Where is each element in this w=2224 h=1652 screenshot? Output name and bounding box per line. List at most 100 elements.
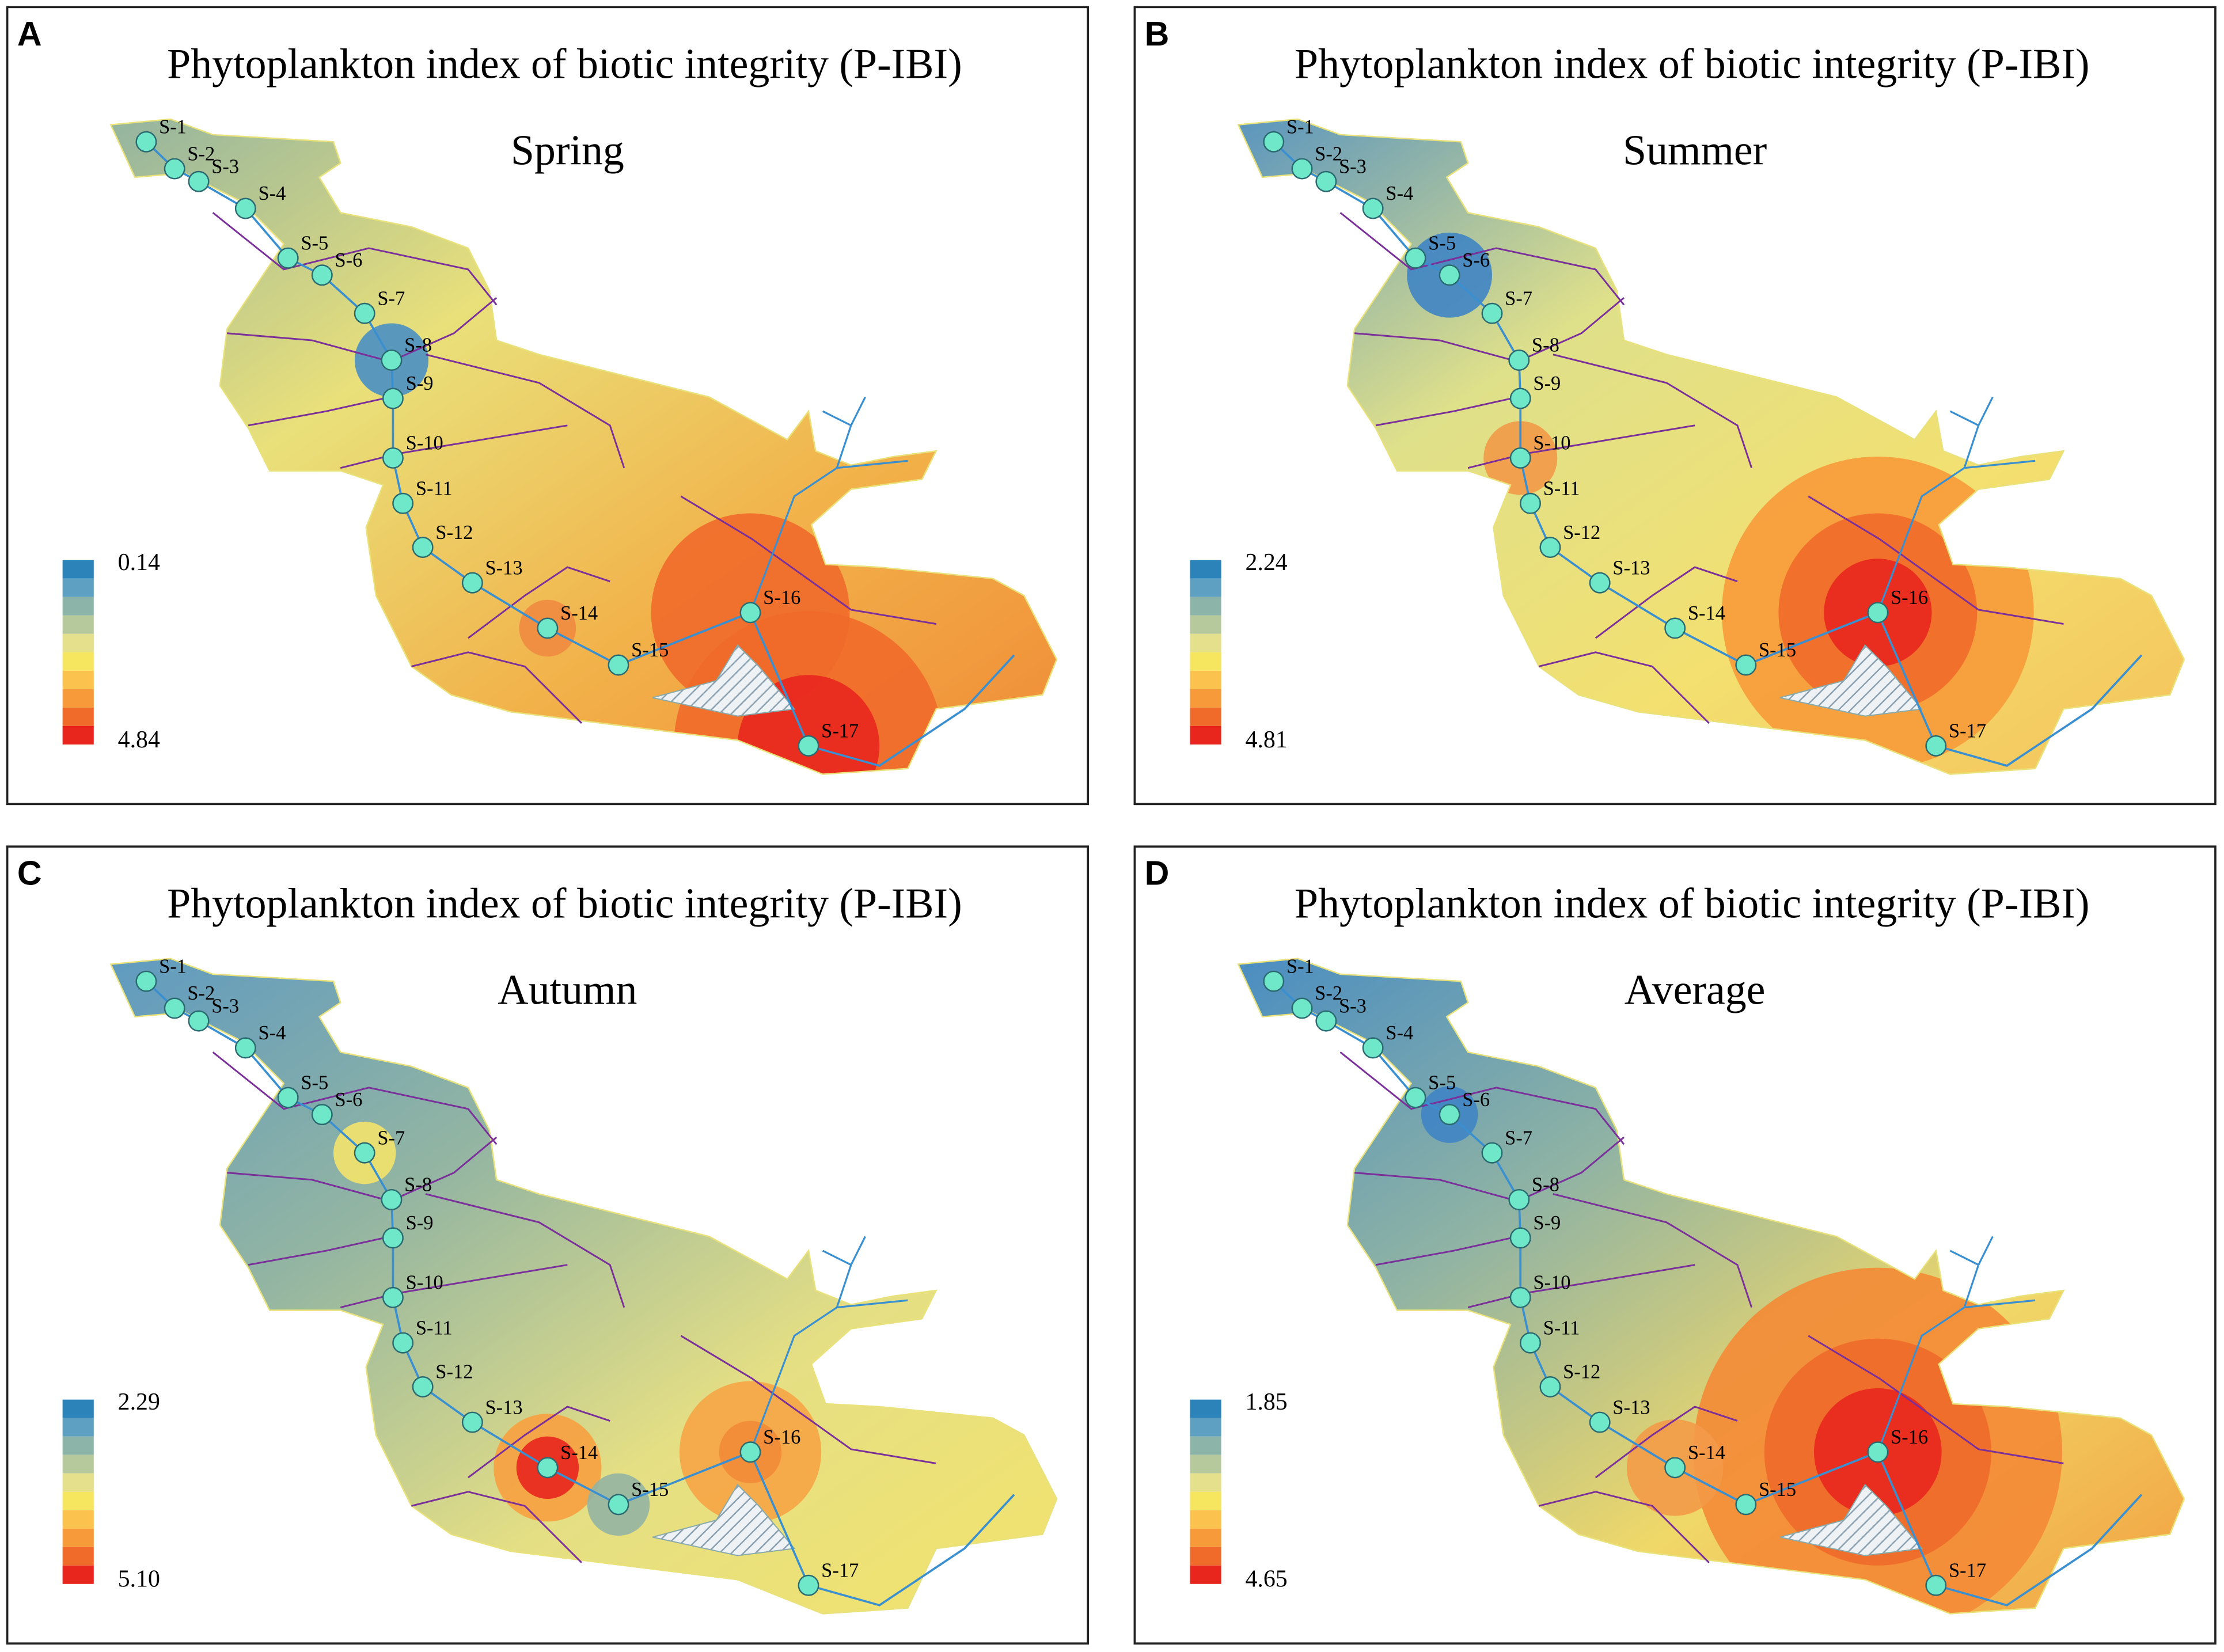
station-label: S-5 [301,1072,328,1093]
panel-letter: B [1145,14,1170,53]
reservoir [652,1483,796,1556]
station-label: S-16 [1891,587,1928,609]
legend-top-label: 0.14 [118,549,160,576]
station-label: S-12 [435,1361,473,1383]
tributary [1538,1491,1710,1563]
panel-letter: C [17,854,42,893]
station-marker [1509,447,1531,469]
station-label: S-9 [406,373,434,394]
station-marker [1589,572,1611,594]
station-label: S-12 [1563,522,1600,544]
river-branch [1877,396,2036,613]
tributary [1467,1264,1695,1309]
station-label: S-8 [404,335,432,356]
legend-swatch [1190,1418,1221,1437]
station-marker [1508,1188,1530,1210]
station-label: S-4 [258,183,286,204]
legend-swatch [1190,633,1221,652]
station-marker [1589,1411,1611,1433]
station-label: S-11 [416,1317,453,1339]
station-marker [1509,1227,1531,1249]
panel-title: Phytoplankton index of biotic integrity … [167,40,962,87]
station-label: S-15 [1759,1479,1796,1501]
station-marker [164,997,185,1019]
station-marker [188,1010,210,1032]
legend-swatch [1190,1528,1221,1547]
station-marker [277,247,299,269]
station-marker [1263,970,1285,992]
station-label: S-1 [159,955,187,977]
tributary [680,495,936,625]
station-label: S-5 [1428,232,1456,254]
reservoir [652,644,796,717]
legend-bottom-label: 4.84 [118,727,160,753]
station-label: S-9 [406,1212,434,1234]
panel-letter: D [1145,854,1170,893]
station-label: S-7 [377,1127,405,1149]
reservoir [1779,644,1923,717]
station-label: S-4 [1386,183,1413,204]
legend-top-label: 1.85 [1245,1389,1287,1415]
station-label: S-2 [187,143,215,165]
station-marker [739,602,761,624]
legend-swatch [1190,1491,1221,1510]
station-marker [1263,131,1285,153]
station-marker [382,1227,404,1249]
station-label: S-13 [1612,557,1650,579]
tributary [1808,1335,2064,1464]
station-label: S-8 [1532,1174,1559,1196]
tributary [1808,495,2064,625]
legend-bottom-label: 4.81 [1245,727,1287,753]
station-label: S-5 [1428,1072,1456,1093]
station-marker [1362,198,1384,219]
station-marker [537,617,559,639]
station-marker [1539,537,1561,559]
station-marker [1405,247,1426,269]
station-marker [1362,1037,1384,1059]
legend-swatch [62,578,94,597]
station-marker [1481,1142,1503,1164]
station-label: S-8 [404,1174,432,1196]
station-label: S-15 [1759,639,1796,661]
station-marker [1867,1441,1889,1463]
station-label: S-13 [485,1396,523,1418]
station-label: S-2 [1315,982,1342,1004]
tributary [411,1491,583,1563]
legend-swatch [62,726,94,745]
station-label: S-12 [435,522,473,544]
river [145,980,1015,1607]
legend-swatch [1190,597,1221,616]
station-marker [1664,617,1686,639]
station-label: S-10 [1533,1272,1570,1294]
station-marker [1664,1457,1686,1479]
station-label: S-3 [1339,155,1367,177]
station-marker [798,735,819,757]
legend-swatch [62,1399,94,1418]
station-marker [188,170,210,192]
station-marker [1520,1332,1541,1354]
station-label: S-3 [211,995,239,1017]
station-marker [135,131,157,153]
station-marker [1735,1494,1757,1516]
tributary [340,1264,568,1309]
station-marker [311,1104,333,1126]
tributary [248,1235,390,1266]
station-marker [1439,1104,1460,1126]
station-label: S-13 [485,557,523,579]
basin-outline [109,958,1058,1615]
station-label: S-13 [1612,1396,1650,1418]
legend-swatch [1190,1436,1221,1455]
panel-title: Phytoplankton index of biotic integrity … [1295,40,2090,87]
station-marker [1735,654,1757,676]
station-marker [354,1142,375,1164]
legend-swatch [62,633,94,652]
station-label: S-14 [1688,1442,1725,1464]
legend-swatch [1190,1473,1221,1492]
tributary [1553,354,1753,469]
station-marker [412,1376,434,1397]
tributary [248,396,390,427]
station-label: S-7 [1505,1127,1532,1149]
tributary [1375,396,1518,427]
panel-letter: A [17,14,42,53]
station-label: S-9 [1533,373,1561,394]
